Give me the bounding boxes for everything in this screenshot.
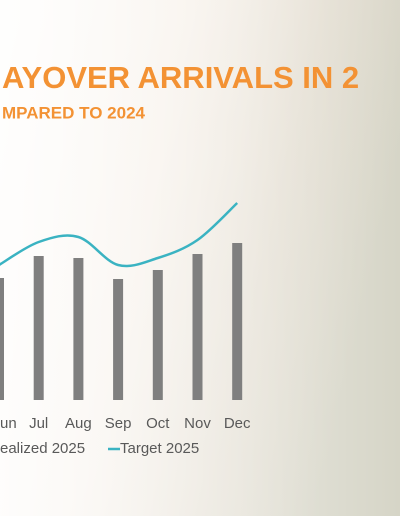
bar — [113, 279, 124, 400]
target-line — [0, 202, 239, 268]
bar — [192, 254, 203, 400]
bar — [33, 256, 44, 400]
bar — [232, 243, 243, 400]
chart-subtitle: MPARED TO 2024 — [2, 103, 146, 122]
x-tick-label: Jul — [29, 415, 48, 432]
legend-label: Target 2025 — [120, 440, 199, 457]
x-tick-label: Nov — [184, 415, 211, 432]
x-tick-label: Oct — [146, 415, 170, 432]
bar — [0, 278, 4, 400]
x-tick-label: Sep — [105, 415, 132, 432]
x-tick-label: un — [0, 415, 17, 432]
legend-label: ealized 2025 — [0, 440, 85, 457]
bar — [152, 270, 163, 400]
chart-title: AYOVER ARRIVALS IN 2 — [2, 60, 359, 95]
x-tick-label: Aug — [65, 415, 92, 432]
bar — [73, 258, 84, 400]
x-tick-label: Dec — [224, 415, 251, 432]
